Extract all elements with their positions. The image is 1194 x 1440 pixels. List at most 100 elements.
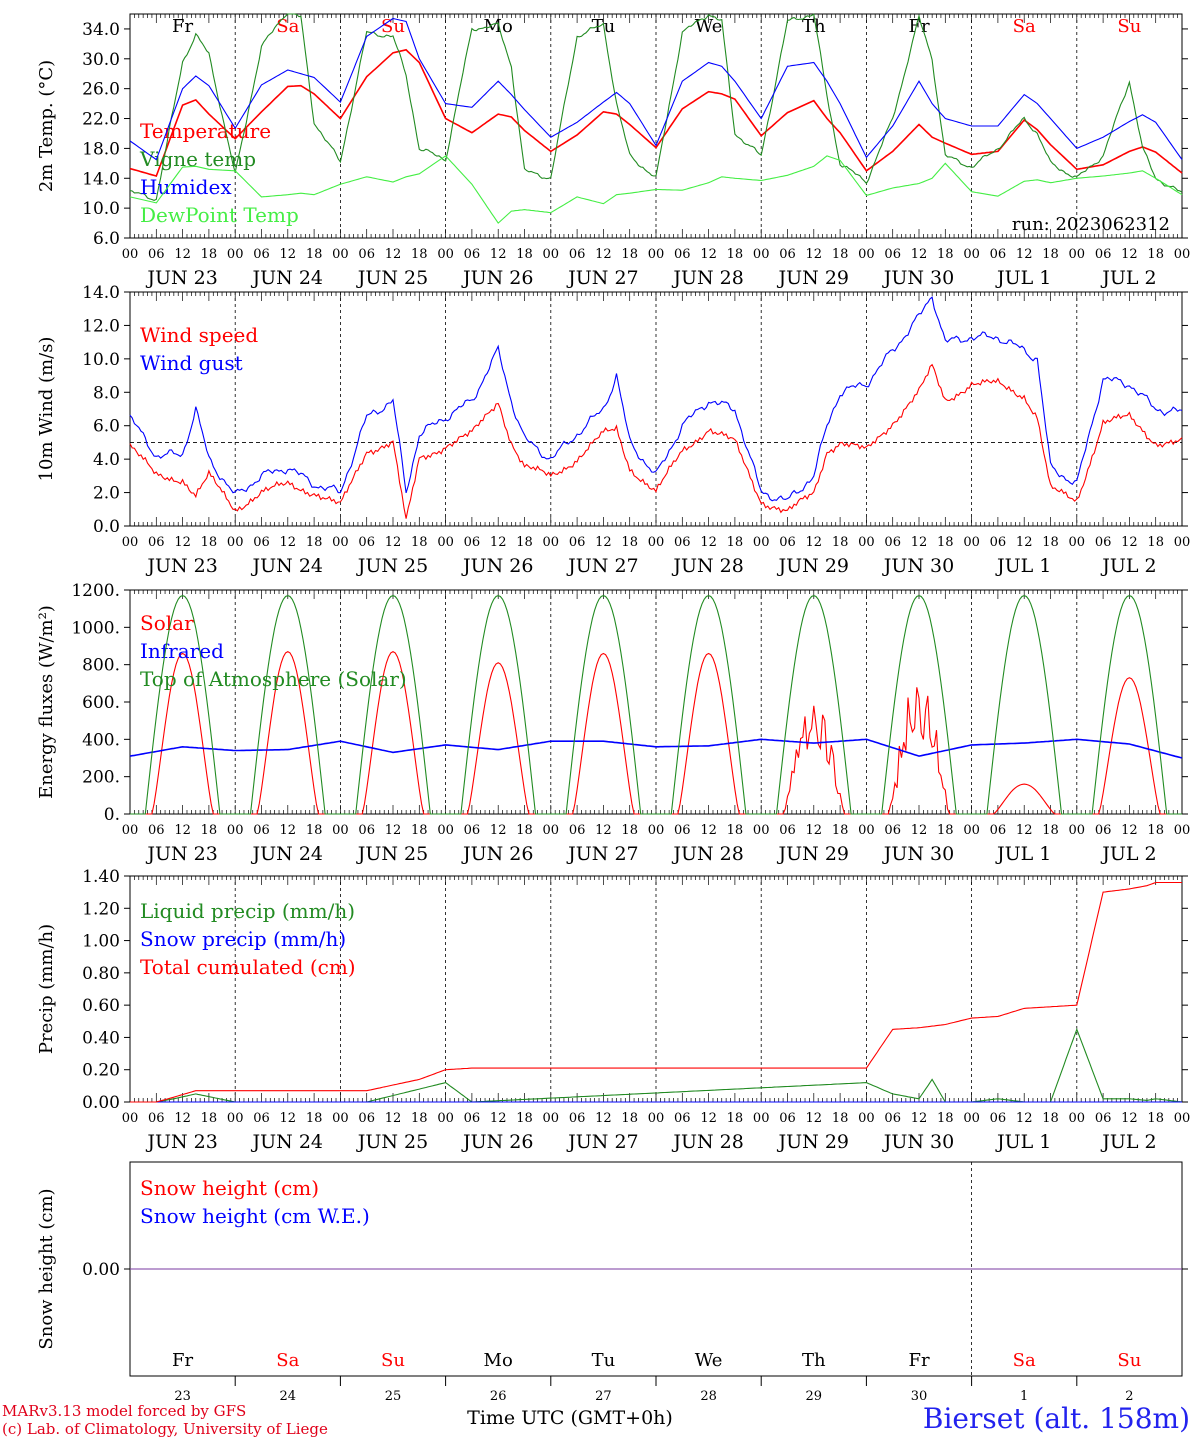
x-hour-label: 06 bbox=[148, 247, 165, 262]
x-hour-label: 12 bbox=[280, 1111, 297, 1126]
x-hour-label: 00 bbox=[332, 247, 349, 262]
x-hour-label: 06 bbox=[884, 823, 901, 838]
bottom-day-number: 2 bbox=[1125, 1389, 1133, 1404]
x-date-label: JUN 30 bbox=[882, 267, 954, 289]
y-tick-label: 12.0 bbox=[82, 316, 120, 336]
x-hour-label: 12 bbox=[806, 1111, 823, 1126]
x-hour-label: 12 bbox=[700, 823, 717, 838]
bottom-day-number: 24 bbox=[280, 1389, 297, 1404]
x-hour-label: 06 bbox=[358, 535, 375, 550]
x-hour-label: 18 bbox=[832, 823, 849, 838]
y-tick-label: 14.0 bbox=[82, 169, 120, 189]
x-hour-label: 00 bbox=[122, 247, 139, 262]
x-hour-label: 06 bbox=[569, 823, 586, 838]
x-hour-label: 06 bbox=[779, 535, 796, 550]
y-tick-label: 2.0 bbox=[93, 484, 120, 504]
x-hour-label: 12 bbox=[1016, 1111, 1033, 1126]
series-line-wind-speed bbox=[129, 363, 1183, 519]
x-date-label: JUL 2 bbox=[1100, 555, 1156, 577]
series-line-wind-gust bbox=[129, 296, 1183, 502]
x-hour-label: 00 bbox=[1174, 247, 1191, 262]
y-tick-label: 0.0 bbox=[93, 517, 120, 537]
x-hour-label: 00 bbox=[753, 535, 770, 550]
x-hour-label: 06 bbox=[884, 247, 901, 262]
x-hour-label: 18 bbox=[937, 535, 954, 550]
day-of-week-label: Su bbox=[1117, 16, 1141, 37]
x-hour-label: 18 bbox=[937, 1111, 954, 1126]
legend-entry: Total cumulated (cm) bbox=[140, 955, 356, 979]
y-axis-label: Snow height (cm) bbox=[36, 1188, 57, 1349]
x-date-label: JUL 1 bbox=[995, 1131, 1051, 1153]
y-tick-label: 10.0 bbox=[82, 199, 120, 219]
x-hour-label: 00 bbox=[858, 247, 875, 262]
x-hour-label: 06 bbox=[990, 247, 1007, 262]
x-hour-label: 18 bbox=[621, 823, 638, 838]
x-hour-label: 18 bbox=[727, 1111, 744, 1126]
x-hour-label: 12 bbox=[1016, 823, 1033, 838]
x-hour-label: 00 bbox=[122, 1111, 139, 1126]
day-of-week-label: Su bbox=[1117, 1350, 1141, 1371]
y-tick-label: 200. bbox=[82, 768, 120, 788]
x-hour-label: 00 bbox=[1174, 535, 1191, 550]
y-tick-label: 0.60 bbox=[82, 996, 120, 1016]
x-hour-label: 00 bbox=[437, 247, 454, 262]
x-hour-label: 12 bbox=[1016, 247, 1033, 262]
bottom-day-number: 26 bbox=[490, 1389, 507, 1404]
x-date-label: JUN 24 bbox=[251, 843, 323, 865]
day-of-week-label: Mo bbox=[484, 1350, 513, 1371]
day-of-week-label: Tu bbox=[592, 1350, 616, 1371]
x-hour-label: 18 bbox=[306, 1111, 323, 1126]
x-hour-label: 00 bbox=[332, 823, 349, 838]
x-hour-label: 00 bbox=[648, 1111, 665, 1126]
x-hour-label: 18 bbox=[621, 1111, 638, 1126]
x-hour-label: 12 bbox=[490, 823, 507, 838]
bottom-day-number: 23 bbox=[174, 1389, 191, 1404]
x-hour-label: 18 bbox=[832, 247, 849, 262]
x-date-label: JUN 26 bbox=[461, 555, 533, 577]
x-date-label: JUN 29 bbox=[777, 555, 849, 577]
x-hour-label: 18 bbox=[201, 1111, 218, 1126]
x-date-label: JUN 28 bbox=[671, 843, 743, 865]
y-tick-label: 18.0 bbox=[82, 139, 120, 159]
x-hour-label: 06 bbox=[148, 823, 165, 838]
plot-frame bbox=[129, 589, 1183, 815]
x-date-label: JUN 23 bbox=[145, 555, 217, 577]
x-hour-label: 06 bbox=[1095, 1111, 1112, 1126]
x-hour-label: 18 bbox=[516, 823, 533, 838]
day-of-week-label: Sa bbox=[1013, 1350, 1036, 1371]
x-hour-label: 00 bbox=[543, 247, 560, 262]
x-hour-label: 18 bbox=[1042, 1111, 1059, 1126]
y-tick-label: 26.0 bbox=[82, 80, 120, 100]
x-hour-label: 12 bbox=[806, 823, 823, 838]
x-hour-label: 00 bbox=[227, 823, 244, 838]
x-hour-label: 00 bbox=[227, 1111, 244, 1126]
x-hour-label: 18 bbox=[411, 535, 428, 550]
x-date-label: JUL 1 bbox=[995, 267, 1051, 289]
x-hour-label: 06 bbox=[569, 247, 586, 262]
x-hour-label: 00 bbox=[963, 247, 980, 262]
y-tick-label: 1.20 bbox=[82, 899, 120, 919]
x-date-label: JUN 23 bbox=[145, 1131, 217, 1153]
x-hour-label: 00 bbox=[122, 535, 139, 550]
x-hour-label: 12 bbox=[280, 535, 297, 550]
x-hour-label: 00 bbox=[963, 535, 980, 550]
bottom-day-number: 25 bbox=[385, 1389, 402, 1404]
x-hour-label: 18 bbox=[727, 247, 744, 262]
x-date-label: JUN 23 bbox=[145, 267, 217, 289]
x-hour-label: 12 bbox=[700, 1111, 717, 1126]
x-hour-label: 00 bbox=[1069, 1111, 1086, 1126]
x-hour-label: 12 bbox=[1121, 823, 1138, 838]
x-hour-label: 18 bbox=[516, 247, 533, 262]
day-of-week-label: Mo bbox=[484, 16, 513, 37]
x-hour-label: 06 bbox=[990, 535, 1007, 550]
x-hour-label: 12 bbox=[385, 1111, 402, 1126]
x-hour-label: 06 bbox=[779, 1111, 796, 1126]
x-hour-label: 06 bbox=[990, 1111, 1007, 1126]
day-of-week-label: We bbox=[695, 1350, 723, 1371]
x-hour-label: 12 bbox=[1121, 247, 1138, 262]
x-hour-label: 12 bbox=[174, 1111, 191, 1126]
x-hour-label: 06 bbox=[569, 535, 586, 550]
x-hour-label: 12 bbox=[385, 247, 402, 262]
x-hour-label: 00 bbox=[648, 823, 665, 838]
x-hour-label: 06 bbox=[674, 1111, 691, 1126]
